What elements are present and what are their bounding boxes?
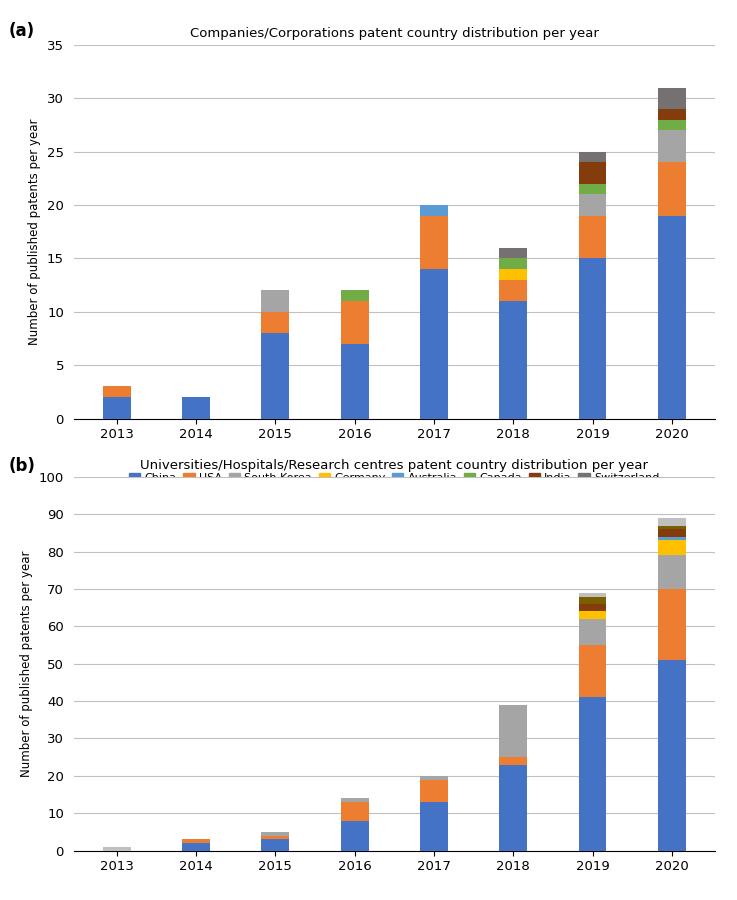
Bar: [340, 302, 368, 344]
Bar: [182, 843, 210, 850]
Bar: [579, 593, 607, 597]
Bar: [658, 541, 685, 555]
Bar: [579, 162, 607, 184]
Bar: [579, 611, 607, 619]
Bar: [420, 205, 448, 216]
Bar: [103, 397, 130, 418]
Bar: [658, 87, 685, 109]
Bar: [420, 779, 448, 802]
Bar: [579, 597, 607, 604]
Bar: [262, 835, 289, 840]
Bar: [658, 529, 685, 536]
Bar: [658, 120, 685, 130]
Bar: [579, 152, 607, 162]
Bar: [182, 397, 210, 418]
Bar: [262, 840, 289, 850]
Bar: [500, 280, 527, 302]
Bar: [500, 302, 527, 418]
Text: (b): (b): [9, 457, 35, 475]
Bar: [579, 216, 607, 258]
Bar: [658, 130, 685, 162]
Bar: [579, 698, 607, 850]
Bar: [103, 847, 130, 850]
Bar: [340, 798, 368, 802]
Bar: [500, 258, 527, 269]
Bar: [420, 776, 448, 779]
Bar: [658, 555, 685, 590]
Bar: [500, 705, 527, 757]
Bar: [500, 765, 527, 850]
Y-axis label: Number of published patents per year: Number of published patents per year: [29, 119, 41, 345]
Bar: [658, 526, 685, 529]
Bar: [579, 258, 607, 418]
Bar: [262, 832, 289, 835]
Bar: [579, 194, 607, 216]
Bar: [658, 109, 685, 120]
Bar: [182, 840, 210, 843]
Title: Companies/Corporations patent country distribution per year: Companies/Corporations patent country di…: [190, 27, 598, 40]
Bar: [340, 802, 368, 821]
Bar: [340, 821, 368, 850]
Bar: [579, 619, 607, 645]
Y-axis label: Number of published patents per year: Number of published patents per year: [20, 551, 33, 777]
Text: (a): (a): [9, 22, 35, 40]
Bar: [262, 333, 289, 418]
Bar: [262, 311, 289, 333]
Bar: [579, 604, 607, 611]
Bar: [579, 184, 607, 194]
Bar: [500, 248, 527, 258]
Bar: [420, 269, 448, 418]
Bar: [500, 757, 527, 765]
Bar: [340, 291, 368, 302]
Bar: [658, 660, 685, 850]
Legend: China, USA, South Korea, Germany, Australia, Canada, India, Switzerland: China, USA, South Korea, Germany, Austra…: [129, 472, 660, 482]
Bar: [658, 518, 685, 526]
Bar: [579, 645, 607, 698]
Bar: [420, 802, 448, 850]
Bar: [658, 162, 685, 216]
Bar: [262, 291, 289, 311]
Title: Universities/Hospitals/Research centres patent country distribution per year: Universities/Hospitals/Research centres …: [140, 459, 649, 472]
Bar: [420, 216, 448, 269]
Bar: [658, 590, 685, 660]
Bar: [658, 216, 685, 418]
Bar: [658, 536, 685, 541]
Bar: [340, 344, 368, 418]
Bar: [103, 386, 130, 397]
Bar: [500, 269, 527, 280]
